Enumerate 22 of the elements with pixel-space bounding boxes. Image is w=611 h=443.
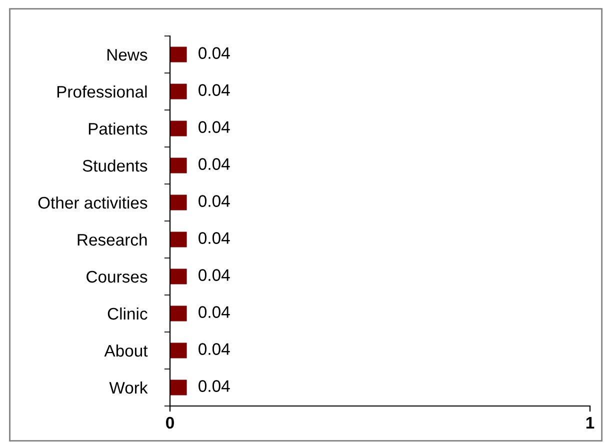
y-tick-label: About: [104, 344, 148, 357]
data-label: 0.04: [198, 47, 230, 59]
data-label: 0.04: [198, 380, 230, 392]
data-label: 0.04: [198, 195, 230, 207]
y-tick-label: Clinic: [108, 307, 148, 320]
data-label: 0.04: [198, 306, 230, 318]
y-tick-label: Courses: [86, 270, 148, 283]
data-label: 0.04: [198, 158, 230, 170]
data-label: 0.04: [198, 232, 230, 244]
y-tick-label: News: [107, 49, 148, 61]
y-tick-label: Patients: [88, 122, 148, 135]
y-tick-label: Research: [78, 233, 147, 246]
y-tick-label: Work: [109, 381, 148, 394]
y-tick-label: Other activities: [38, 196, 148, 209]
data-label: 0.04: [198, 121, 230, 133]
data-label: 0.04: [198, 84, 230, 96]
x-tick-label: 0: [166, 416, 174, 429]
data-label: 0.04: [198, 269, 230, 281]
y-tick-label: Professional: [57, 85, 147, 98]
y-tick-label: Students: [82, 159, 148, 172]
data-label: 0.04: [198, 343, 230, 355]
x-tick-label: 1: [586, 417, 594, 428]
